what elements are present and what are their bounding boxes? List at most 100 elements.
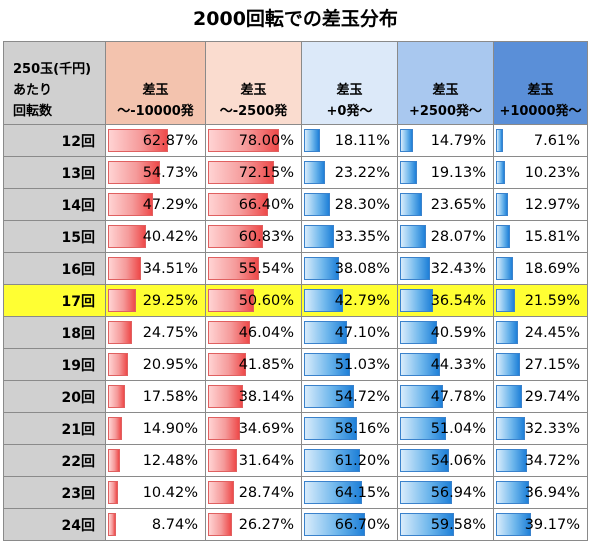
table-row: 22回 12.48% 31.64% 61.20% 54.06% 34.72% (3, 444, 588, 477)
value-text: 44.33% (430, 356, 486, 373)
value-cell: 34.51% (105, 252, 206, 285)
blue-bar (496, 161, 506, 184)
value-text: 34.72% (524, 452, 580, 469)
column-header-line: ～-10000発 (117, 104, 194, 119)
table-row: 24回 8.74% 26.27% 66.70% 59.58% 39.17% (3, 508, 588, 541)
value-text: 12.97% (524, 196, 580, 213)
table-row: 19回 20.95% 41.85% 51.03% 44.33% 27.15% (3, 348, 588, 381)
value-cell: 28.07% (397, 220, 494, 253)
blue-bar (496, 385, 523, 408)
value-cell: 12.48% (105, 444, 206, 477)
blue-bar (496, 321, 518, 344)
row-label: 19回 (3, 348, 106, 381)
value-text: 27.15% (524, 356, 580, 373)
value-text: 12.48% (142, 452, 198, 469)
value-text: 62.87% (142, 132, 198, 149)
column-header-line: ～-2500発 (219, 104, 288, 119)
red-bar (108, 353, 128, 376)
red-bar (108, 417, 123, 440)
value-text: 23.22% (334, 164, 390, 181)
value-cell: 66.40% (205, 188, 302, 221)
red-bar (208, 257, 259, 280)
value-cell: 23.65% (397, 188, 494, 221)
red-bar (108, 289, 136, 312)
value-text: 64.15% (334, 484, 390, 501)
value-text: 23.65% (430, 196, 486, 213)
blue-bar (400, 321, 437, 344)
blue-bar (400, 449, 450, 472)
red-bar (108, 449, 120, 472)
value-cell: 40.42% (105, 220, 206, 253)
value-cell: 40.59% (397, 316, 494, 349)
column-header-line: 差玉 (336, 83, 363, 98)
value-cell: 54.06% (397, 444, 494, 477)
value-text: 32.43% (430, 260, 486, 277)
column-header-3: 差玉 +0発～ (301, 41, 398, 125)
value-text: 39.17% (524, 516, 580, 533)
value-cell: 10.42% (105, 476, 206, 509)
blue-bar (496, 513, 531, 536)
blue-bar (496, 449, 527, 472)
blue-bar (304, 481, 363, 504)
value-text: 40.42% (142, 228, 198, 245)
column-header-line: +0発～ (326, 104, 373, 119)
table-row: 14回 47.29% 66.40% 28.30% 23.65% 12.97% (3, 188, 588, 221)
value-cell: 32.43% (397, 252, 494, 285)
table-body: 12回 62.87% 78.00% 18.11% 14.79% 7.61% 13回 54.73… (3, 124, 588, 541)
value-text: 38.14% (238, 388, 294, 405)
red-bar (208, 321, 250, 344)
blue-bar (496, 481, 529, 504)
value-text: 47.10% (334, 324, 390, 341)
blue-bar (400, 225, 426, 248)
value-cell: 60.83% (205, 220, 302, 253)
value-text: 60.83% (238, 228, 294, 245)
value-text: 51.03% (334, 356, 390, 373)
blue-bar (304, 225, 335, 248)
value-text: 46.04% (238, 324, 294, 341)
value-cell: 14.79% (397, 124, 494, 157)
value-text: 54.72% (334, 388, 390, 405)
red-bar (208, 225, 264, 248)
value-cell: 47.29% (105, 188, 206, 221)
value-cell: 56.94% (397, 476, 494, 509)
row-label: 17回 (3, 284, 106, 317)
value-cell: 50.60% (205, 284, 302, 317)
blue-bar (304, 161, 326, 184)
value-text: 8.74% (151, 516, 198, 533)
row-label: 14回 (3, 188, 106, 221)
header-row: 250玉(千円) あたり 回転数 差玉 ～-10000発 差玉 ～-2500発 … (3, 41, 588, 125)
blue-bar (304, 417, 357, 440)
page-title: 2000回転での差玉分布 (193, 8, 398, 30)
blue-bar (496, 225, 511, 248)
value-cell: 47.78% (397, 380, 494, 413)
row-header-cell: 250玉(千円) あたり 回転数 (3, 41, 106, 125)
value-cell: 10.23% (493, 156, 588, 189)
red-bar (208, 129, 279, 152)
value-text: 40.59% (430, 324, 486, 341)
red-bar (108, 385, 125, 408)
blue-bar (496, 257, 513, 280)
value-text: 10.23% (524, 164, 580, 181)
value-text: 41.85% (238, 356, 294, 373)
table-row: 20回 17.58% 38.14% 54.72% 47.78% 29.74% (3, 380, 588, 413)
value-cell: 47.10% (301, 316, 398, 349)
value-text: 15.81% (524, 228, 580, 245)
table-row: 18回 24.75% 46.04% 47.10% 40.59% 24.45% (3, 316, 588, 349)
red-bar (108, 481, 118, 504)
blue-bar (304, 449, 360, 472)
blue-bar (400, 161, 418, 184)
red-bar (208, 193, 269, 216)
red-bar (208, 417, 240, 440)
row-label: 22回 (3, 444, 106, 477)
value-cell: 23.22% (301, 156, 398, 189)
blue-bar (400, 129, 414, 152)
value-text: 21.59% (524, 292, 580, 309)
blue-bar (304, 257, 339, 280)
value-cell: 38.08% (301, 252, 398, 285)
value-cell: 20.95% (105, 348, 206, 381)
column-header-5: 差玉 +10000発～ (493, 41, 588, 125)
value-text: 78.00% (238, 132, 294, 149)
value-text: 14.79% (430, 132, 486, 149)
value-cell: 21.59% (493, 284, 588, 317)
red-bar (108, 321, 132, 344)
